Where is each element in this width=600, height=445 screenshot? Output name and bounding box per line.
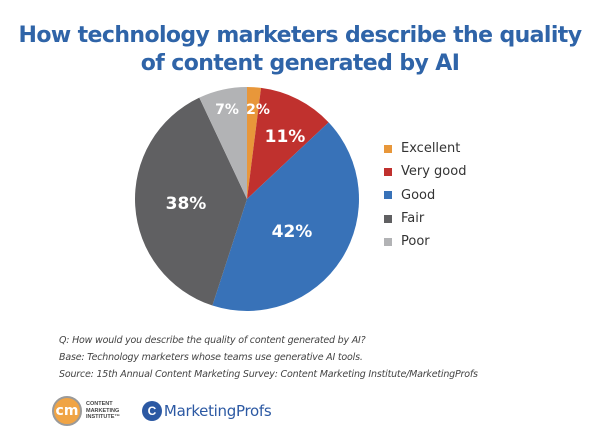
chart-title-line-2: of content generated by AI (140, 51, 460, 76)
pie-label-good: 42% (272, 222, 313, 242)
legend-label: Fair (401, 211, 425, 227)
legend-label: Very good (401, 164, 467, 180)
pie-slice-poor (199, 87, 247, 199)
legend-item-poor: Poor (384, 230, 466, 253)
chart-title-line-1: How technology marketers describe the qu… (18, 23, 583, 48)
pie-label-excellent: 2% (246, 102, 270, 118)
logos: cm CONTENT MARKETING INSTITUTE™ C Market… (52, 393, 272, 429)
marketingprofs-logo-text: MarketingProfs (163, 402, 272, 420)
legend-swatch-fair (384, 214, 392, 223)
legend-label: Good (401, 187, 436, 203)
survey-base: Base: Technology marketers whose teams u… (59, 352, 363, 363)
pie-slice-very-good (247, 87, 329, 199)
pie-label-very-good: 11% (265, 127, 306, 147)
chart-title: How technology marketers describe the qu… (0, 22, 600, 78)
legend-swatch-excellent (384, 144, 392, 153)
legend-swatch-good (384, 191, 392, 200)
chart-notes: Q: How would you describe the quality of… (59, 332, 478, 383)
survey-question: Q: How would you describe the quality of… (59, 335, 366, 346)
legend-item-good: Good (384, 184, 466, 207)
legend-swatch-poor (384, 237, 392, 246)
legend-item-fair: Fair (384, 207, 466, 230)
cmi-logo-text: CONTENT MARKETING INSTITUTE™ (86, 401, 120, 421)
legend-item-excellent: Excellent (384, 137, 466, 160)
cmi-logo-icon: cm (52, 396, 82, 426)
legend-label: Poor (401, 234, 430, 250)
legend-item-very-good: Very good (384, 160, 466, 183)
survey-source: Source: 15th Annual Content Marketing Su… (59, 369, 478, 380)
marketingprofs-logo-icon: C (141, 401, 162, 421)
marketingprofs-logo: C MarketingProfs (141, 401, 272, 421)
pie-label-poor: 7% (215, 102, 239, 118)
legend-label: Excellent (401, 141, 461, 157)
cmi-logo: cm CONTENT MARKETING INSTITUTE™ (52, 396, 120, 426)
pie-label-fair: 38% (166, 194, 207, 214)
pie-slice-excellent (247, 87, 262, 199)
chart-legend: Excellent Very good Good Fair Poor (384, 137, 466, 253)
pie-slice-good (212, 122, 360, 312)
legend-swatch-very-good (384, 167, 392, 176)
pie-slice-fair (134, 97, 247, 306)
